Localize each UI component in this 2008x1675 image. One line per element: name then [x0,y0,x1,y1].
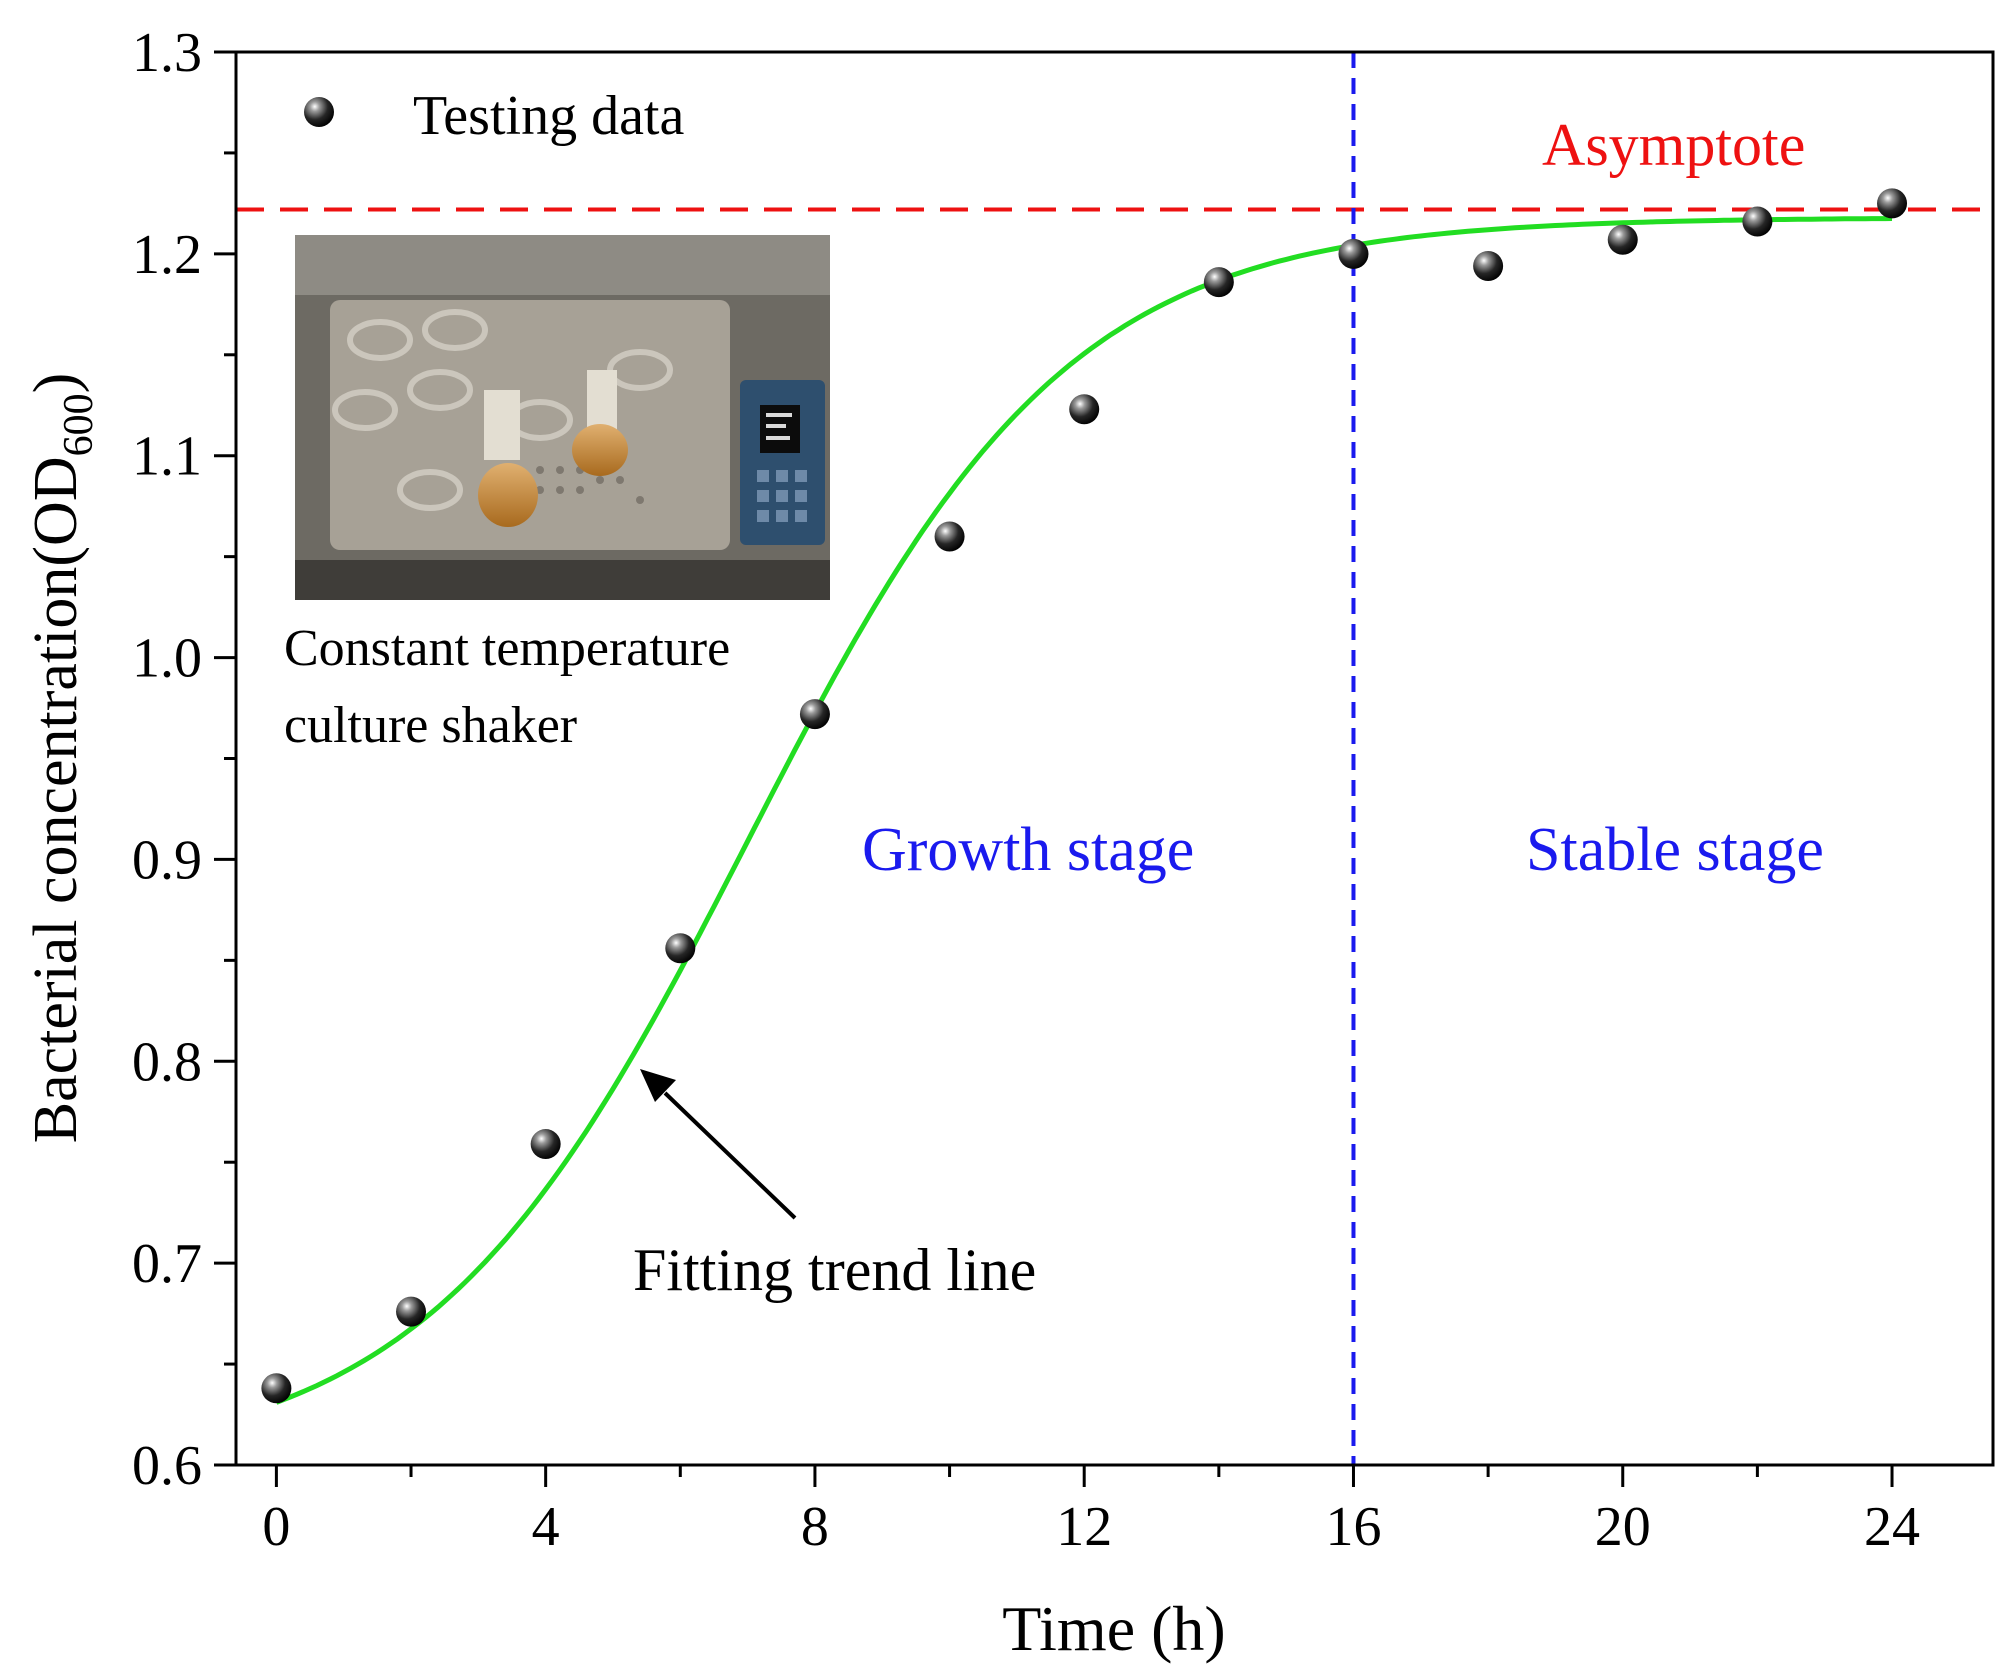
data-point [934,521,965,552]
x-tick-label: 12 [1056,1496,1112,1558]
data-point [665,933,696,964]
y-axis-title-main: Bacterial concentration(OD [22,456,90,1143]
y-tick-label: 1.2 [132,224,202,286]
y-tick-label: 0.6 [132,1435,202,1497]
data-point [1473,250,1504,281]
y-axis-title: Bacterial concentration(OD600) [22,373,102,1144]
y-tick-label: 0.9 [132,829,202,891]
inset-caption-line2: culture shaker [284,697,577,754]
data-point [1069,394,1100,425]
inset-caption-line1: Constant temperature [284,620,730,677]
x-tick-label: 20 [1595,1496,1651,1558]
y-axis-title-close: ) [22,373,90,394]
shaker-photo [295,235,830,600]
legend-label: Testing data [413,85,684,147]
y-tick-label: 0.8 [132,1031,202,1093]
y-tick-label: 1.0 [132,628,202,690]
y-tick-label: 1.3 [132,22,202,84]
y-tick-label: 0.7 [132,1233,202,1295]
data-point [799,699,830,730]
x-tick-label: 8 [801,1496,829,1558]
y-tick-label: 1.1 [132,426,202,488]
data-point [1607,224,1638,255]
x-axis-title: Time (h) [1002,1593,1225,1664]
data-point [1877,188,1908,219]
data-point [1338,238,1369,269]
data-point [261,1373,292,1404]
asymptote-label: Asymptote [1542,112,1805,178]
data-point [1742,206,1773,237]
x-tick-label: 24 [1864,1496,1920,1558]
annotation-arrow-shaft [663,1091,797,1220]
fit-line-label: Fitting trend line [633,1237,1036,1303]
data-point [1203,267,1234,298]
data-point [530,1129,561,1160]
stable-stage-label: Stable stage [1526,816,1824,884]
x-tick-label: 4 [532,1496,560,1558]
y-axis-title-subscript: 600 [56,393,102,456]
data-point [396,1296,427,1327]
growth-stage-label: Growth stage [862,816,1194,884]
x-tick-label: 0 [262,1496,290,1558]
x-tick-label: 16 [1325,1496,1381,1558]
legend-marker [304,97,334,127]
fit-trend-line [275,216,1893,1405]
annotation-arrow-head [640,1069,676,1102]
